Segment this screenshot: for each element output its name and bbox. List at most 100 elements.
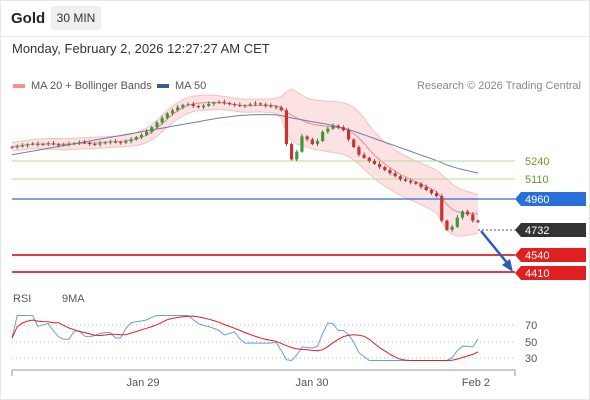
candle-body bbox=[274, 106, 278, 108]
candle-body bbox=[165, 113, 169, 118]
candle-body bbox=[207, 103, 211, 106]
candle-body bbox=[279, 107, 283, 111]
candles-group bbox=[10, 99, 480, 232]
candle-body bbox=[15, 146, 19, 148]
candle-body bbox=[424, 186, 428, 190]
candle-body bbox=[269, 105, 273, 107]
rsi-ma-label: 9MA bbox=[62, 293, 85, 305]
candle-body bbox=[383, 167, 387, 171]
bollinger-lower-line bbox=[11, 109, 479, 237]
rsi-ma-line bbox=[11, 315, 479, 361]
candle-body bbox=[20, 145, 24, 147]
candle-body bbox=[476, 220, 480, 223]
candle-body bbox=[243, 105, 247, 107]
projection-arrow-line bbox=[480, 230, 509, 265]
candle-body bbox=[264, 104, 268, 106]
candle-body bbox=[253, 103, 257, 105]
interval-badge[interactable]: 30 MIN bbox=[51, 6, 101, 30]
bollinger-label: MA 20 + Bollinger Bands bbox=[31, 80, 152, 92]
candle-body bbox=[72, 143, 76, 145]
candle-body bbox=[108, 141, 112, 143]
candle-body bbox=[150, 127, 154, 132]
label-4540: 4540 bbox=[525, 250, 549, 262]
legend-rsi: RSI bbox=[13, 293, 31, 305]
candle-body bbox=[191, 104, 195, 107]
candle-body bbox=[222, 101, 226, 103]
candle-body bbox=[310, 139, 314, 145]
candle-body bbox=[305, 136, 309, 140]
label-5110: 5110 bbox=[525, 174, 549, 186]
candle-body bbox=[93, 144, 97, 146]
chart-datetime: Monday, February 2, 2026 12:27:27 AM CET bbox=[12, 41, 270, 56]
candle-body bbox=[10, 147, 14, 149]
candle-body bbox=[238, 104, 242, 107]
candle-body bbox=[57, 144, 61, 146]
candle-body bbox=[41, 144, 45, 146]
candle-body bbox=[295, 151, 299, 160]
candle-body bbox=[88, 142, 92, 145]
rsi-label-50: 50 bbox=[525, 337, 537, 349]
candle-body bbox=[113, 141, 118, 143]
rsi-label-70: 70 bbox=[525, 320, 537, 332]
x-tick-feb2: Feb 2 bbox=[462, 377, 490, 389]
candle-body bbox=[378, 163, 382, 168]
candle-body bbox=[341, 127, 345, 131]
candle-body bbox=[134, 137, 138, 140]
ma50-line bbox=[11, 114, 479, 174]
candle-body bbox=[31, 143, 35, 145]
candle-body bbox=[46, 143, 50, 145]
ma50-swatch bbox=[157, 84, 169, 89]
label-4960: 4960 bbox=[525, 194, 549, 206]
candle-body bbox=[372, 160, 377, 164]
candle-body bbox=[403, 179, 408, 181]
candle-body bbox=[409, 180, 413, 183]
candle-body bbox=[455, 217, 459, 227]
candle-body bbox=[36, 143, 40, 145]
candle-body bbox=[440, 196, 444, 221]
candle-body bbox=[77, 142, 81, 144]
rsi-line bbox=[11, 315, 479, 362]
candle-body bbox=[160, 117, 164, 123]
bollinger-upper-line bbox=[11, 88, 479, 196]
candle-body bbox=[98, 143, 102, 145]
rsi-label: RSI bbox=[13, 293, 32, 305]
tag-4732-bg bbox=[515, 223, 586, 237]
candle-body bbox=[217, 101, 221, 103]
candle-body bbox=[466, 211, 470, 215]
candle-body bbox=[155, 122, 159, 128]
candle-body bbox=[450, 226, 454, 230]
rsi-label-30: 30 bbox=[525, 353, 537, 365]
candle-body bbox=[414, 182, 418, 184]
candle-body bbox=[51, 143, 56, 145]
candle-body bbox=[300, 136, 304, 152]
candle-body bbox=[434, 193, 439, 197]
label-4732: 4732 bbox=[525, 225, 549, 237]
candle-body bbox=[103, 142, 107, 144]
candle-body bbox=[201, 105, 206, 108]
candle-body bbox=[429, 190, 433, 194]
legend-rsi-ma: 9MA bbox=[62, 293, 85, 305]
candle-body bbox=[362, 154, 366, 158]
candle-body bbox=[284, 110, 289, 145]
candle-body bbox=[212, 102, 216, 104]
candle-body bbox=[471, 214, 475, 221]
candle-body bbox=[67, 144, 71, 146]
candle-body bbox=[352, 139, 356, 148]
candle-body bbox=[181, 104, 185, 108]
candle-body bbox=[129, 139, 133, 142]
candle-body bbox=[176, 107, 180, 111]
tag-4410-bg bbox=[515, 266, 586, 280]
candle-body bbox=[139, 134, 144, 138]
x-tick-jan30: Jan 30 bbox=[295, 377, 328, 389]
bollinger-band-fill bbox=[12, 88, 478, 237]
candle-body bbox=[460, 211, 465, 218]
candle-body bbox=[119, 142, 123, 144]
candle-body bbox=[145, 131, 149, 135]
candle-body bbox=[124, 141, 128, 143]
bollinger-swatch bbox=[13, 84, 25, 89]
candle-body bbox=[186, 104, 190, 106]
candle-body bbox=[393, 173, 397, 177]
projection-arrow-head bbox=[502, 259, 513, 272]
candle-body bbox=[367, 157, 371, 161]
